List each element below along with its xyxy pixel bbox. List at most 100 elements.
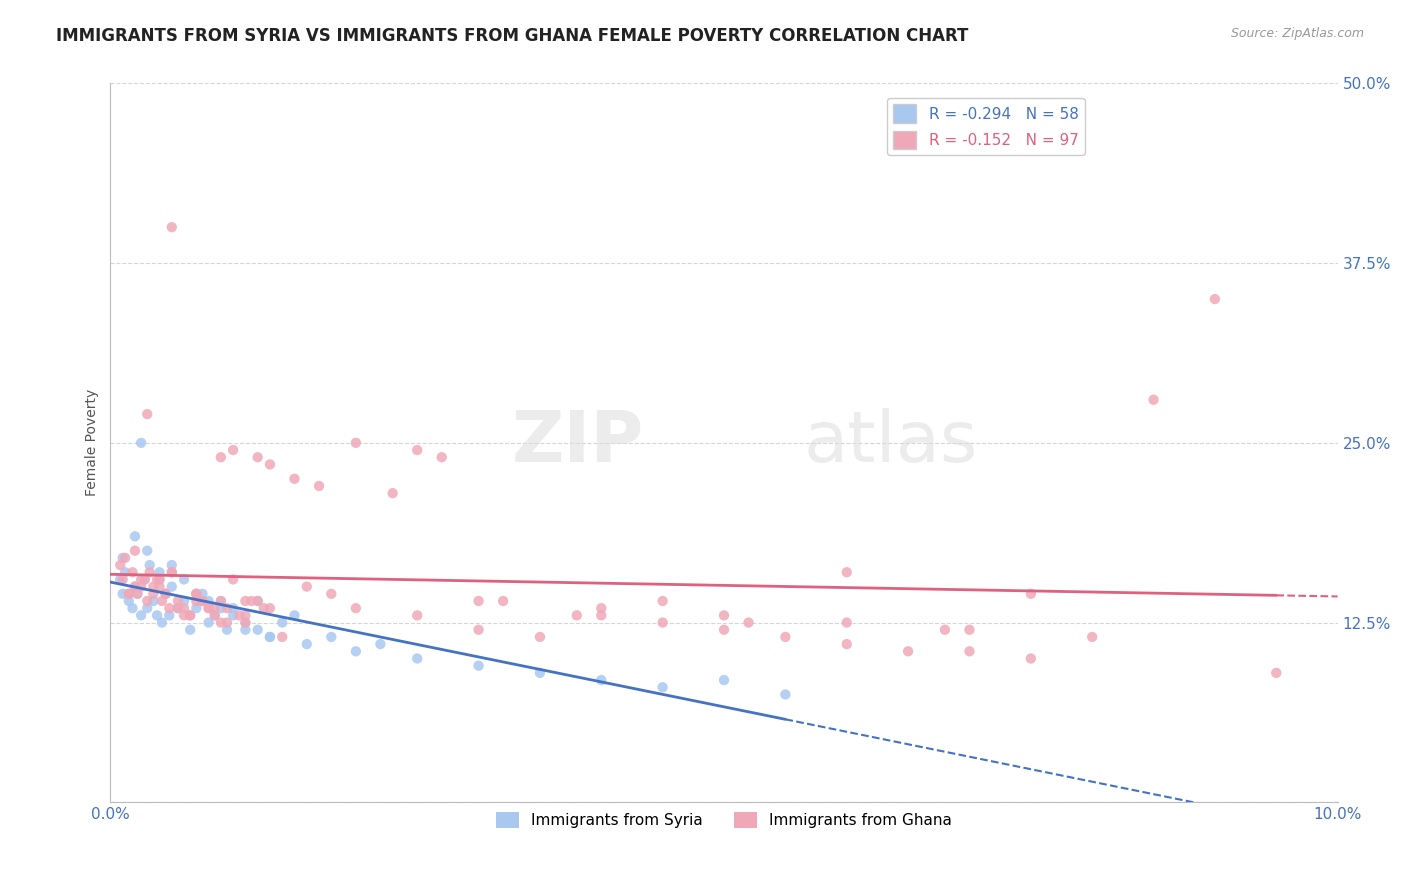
Point	[191, 594, 214, 608]
Point	[118, 594, 141, 608]
Point	[197, 601, 219, 615]
Point	[155, 587, 177, 601]
Point	[467, 658, 489, 673]
Point	[111, 550, 134, 565]
Point	[136, 543, 159, 558]
Point	[179, 623, 201, 637]
Point	[167, 601, 190, 615]
Point	[134, 573, 156, 587]
Point	[209, 450, 232, 465]
Point	[111, 587, 134, 601]
Point	[209, 594, 232, 608]
Point	[173, 608, 195, 623]
Point	[191, 587, 214, 601]
Text: IMMIGRANTS FROM SYRIA VS IMMIGRANTS FROM GHANA FEMALE POVERTY CORRELATION CHART: IMMIGRANTS FROM SYRIA VS IMMIGRANTS FROM…	[56, 27, 969, 45]
Point	[246, 623, 269, 637]
Legend: Immigrants from Syria, Immigrants from Ghana: Immigrants from Syria, Immigrants from G…	[491, 806, 957, 834]
Point	[1204, 292, 1226, 306]
Point	[209, 594, 232, 608]
Point	[179, 608, 201, 623]
Point	[124, 580, 146, 594]
Point	[959, 644, 981, 658]
Point	[897, 644, 920, 658]
Point	[121, 601, 143, 615]
Text: ZIP: ZIP	[512, 409, 644, 477]
Point	[1142, 392, 1164, 407]
Point	[209, 601, 232, 615]
Point	[167, 601, 190, 615]
Point	[959, 623, 981, 637]
Point	[142, 580, 165, 594]
Text: atlas: atlas	[804, 409, 979, 477]
Point	[186, 601, 208, 615]
Point	[215, 623, 238, 637]
Point	[1081, 630, 1104, 644]
Point	[321, 587, 343, 601]
Point	[737, 615, 759, 630]
Point	[1265, 665, 1288, 680]
Point	[775, 688, 797, 702]
Point	[406, 608, 429, 623]
Point	[529, 665, 551, 680]
Point	[157, 608, 180, 623]
Point	[235, 615, 257, 630]
Point	[215, 601, 238, 615]
Point	[283, 472, 305, 486]
Point	[222, 443, 245, 458]
Point	[775, 630, 797, 644]
Point	[406, 651, 429, 665]
Point	[246, 594, 269, 608]
Point	[209, 615, 232, 630]
Point	[138, 566, 160, 580]
Point	[835, 615, 858, 630]
Point	[121, 566, 143, 580]
Point	[1019, 587, 1042, 601]
Point	[146, 608, 169, 623]
Point	[124, 529, 146, 543]
Point	[222, 608, 245, 623]
Point	[934, 623, 956, 637]
Point	[228, 608, 250, 623]
Point	[381, 486, 404, 500]
Point	[191, 594, 214, 608]
Point	[148, 580, 170, 594]
Point	[222, 601, 245, 615]
Point	[591, 601, 613, 615]
Point	[430, 450, 453, 465]
Point	[591, 608, 613, 623]
Point	[146, 573, 169, 587]
Point	[129, 435, 152, 450]
Point	[155, 587, 177, 601]
Point	[835, 637, 858, 651]
Point	[160, 566, 183, 580]
Point	[173, 594, 195, 608]
Point	[235, 608, 257, 623]
Point	[138, 558, 160, 572]
Point	[197, 615, 219, 630]
Point	[1019, 651, 1042, 665]
Y-axis label: Female Poverty: Female Poverty	[86, 389, 100, 497]
Point	[124, 543, 146, 558]
Point	[173, 601, 195, 615]
Point	[713, 608, 735, 623]
Point	[186, 587, 208, 601]
Point	[651, 680, 673, 694]
Point	[235, 594, 257, 608]
Point	[467, 623, 489, 637]
Point	[114, 550, 136, 565]
Point	[197, 594, 219, 608]
Point	[134, 573, 156, 587]
Point	[186, 587, 208, 601]
Point	[215, 615, 238, 630]
Point	[259, 601, 281, 615]
Point	[492, 594, 515, 608]
Point	[136, 407, 159, 421]
Point	[204, 608, 226, 623]
Point	[160, 220, 183, 235]
Point	[222, 573, 245, 587]
Point	[651, 594, 673, 608]
Point	[321, 630, 343, 644]
Point	[118, 587, 141, 601]
Point	[186, 587, 208, 601]
Point	[344, 601, 367, 615]
